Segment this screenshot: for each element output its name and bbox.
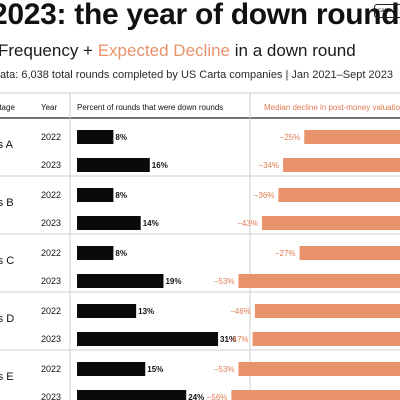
frequency-value: 19%	[165, 277, 181, 286]
stage-header: Stage	[0, 103, 15, 112]
source-note: Data: 6,038 total rounds completed by US…	[0, 69, 393, 81]
decline-value: −53%	[214, 365, 235, 374]
stage-label: Series A	[0, 139, 14, 151]
page-title: 2023: the year of down rounds	[0, 0, 400, 31]
decline-value: −34%	[258, 161, 279, 170]
decline-value: −27%	[275, 249, 296, 258]
decline-value: −56%	[207, 393, 228, 400]
year-label: 2022	[41, 306, 61, 316]
frequency-bar	[77, 332, 219, 346]
year-label: 2023	[41, 276, 61, 286]
decline-bar	[278, 188, 400, 202]
decline-bar	[238, 274, 400, 288]
subtitle: Frequency + Expected Decline in a down r…	[0, 41, 356, 61]
frequency-value: 24%	[188, 393, 204, 400]
stage-label: Series C	[0, 255, 14, 267]
year-label: 2022	[41, 190, 61, 200]
frequency-value: 8%	[115, 133, 127, 142]
year-label: 2023	[41, 392, 61, 400]
frequency-bar	[77, 188, 114, 202]
frequency-bar	[77, 216, 141, 230]
frequency-bar	[77, 274, 164, 288]
year-label: 2023	[41, 334, 61, 344]
frequency-bar	[77, 390, 187, 400]
stage-label: Series D	[0, 313, 14, 325]
decline-bar	[299, 246, 400, 260]
decline-value: −47%	[228, 335, 249, 344]
year-header: Year	[41, 103, 58, 112]
frequency-value: 15%	[147, 365, 163, 374]
year-label: 2023	[41, 160, 61, 170]
year-label: 2022	[41, 364, 61, 374]
subtitle-text-2: in a down round	[230, 41, 356, 60]
frequency-bar	[77, 362, 146, 376]
decline-value: −43%	[237, 219, 258, 228]
year-label: 2022	[41, 248, 61, 258]
decline-value: −53%	[214, 277, 235, 286]
frequency-bar	[77, 246, 114, 260]
frequency-bar	[77, 158, 150, 172]
decline-bar	[261, 216, 400, 230]
frequency-bar	[77, 304, 137, 318]
frequency-bar	[77, 130, 114, 144]
stage-label: Series E	[0, 371, 14, 383]
frequency-header: Percent of rounds that were down rounds	[77, 103, 223, 112]
subtitle-text-1: Frequency +	[0, 41, 98, 60]
frequency-value: 8%	[115, 249, 127, 258]
frequency-value: 14%	[143, 219, 159, 228]
frequency-value: 8%	[115, 191, 127, 200]
decline-value: −46%	[230, 307, 251, 316]
decline-header: Median decline in post-money valuation	[264, 103, 400, 112]
stage-label: Series B	[0, 197, 14, 209]
subtitle-accent: Expected Decline	[97, 41, 231, 60]
frequency-value: 13%	[138, 307, 154, 316]
decline-bar	[231, 390, 400, 400]
decline-value: −25%	[280, 133, 301, 142]
decline-bar	[252, 332, 400, 346]
year-label: 2023	[41, 218, 61, 228]
decline-bar	[238, 362, 400, 376]
decline-bar	[304, 130, 400, 144]
decline-bar	[283, 158, 400, 172]
year-label: 2022	[41, 132, 61, 142]
frequency-value: 31%	[220, 335, 236, 344]
carta-logo: carta	[374, 4, 400, 18]
decline-value: −36%	[254, 191, 275, 200]
decline-bar	[254, 304, 400, 318]
frequency-value: 16%	[152, 161, 168, 170]
